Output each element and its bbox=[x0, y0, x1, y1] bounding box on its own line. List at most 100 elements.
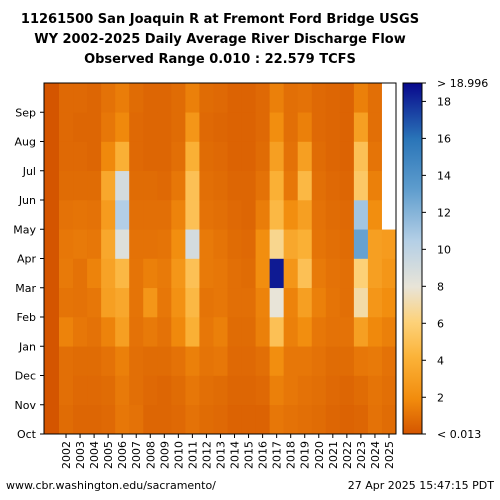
heatmap-cell bbox=[227, 287, 242, 318]
heatmap-cell bbox=[157, 200, 172, 230]
heatmap-cell bbox=[73, 200, 88, 230]
x-tick-label: 2016 bbox=[257, 441, 270, 469]
heatmap-cell bbox=[199, 83, 214, 113]
x-tick-label: 2017 bbox=[271, 441, 284, 469]
heatmap-cell bbox=[115, 141, 130, 172]
heatmap-cell bbox=[87, 404, 102, 435]
heatmap-cell bbox=[73, 317, 88, 347]
heatmap-cell bbox=[129, 375, 144, 406]
heatmap-cell bbox=[129, 287, 144, 318]
heatmap-cell bbox=[269, 229, 284, 259]
heatmap-cell bbox=[129, 83, 144, 113]
heatmap-cell bbox=[87, 375, 102, 406]
heatmap-cell bbox=[339, 258, 355, 289]
heatmap-cell bbox=[129, 170, 144, 201]
heatmap-cell bbox=[339, 200, 355, 230]
y-axis: Oct Nov Dec Jan Feb Mar Apr May Jun Jul Aug Sep bbox=[13, 106, 44, 441]
heatmap-cell bbox=[241, 317, 256, 347]
x-tick-label: 2020 bbox=[313, 441, 326, 469]
heatmap-cell bbox=[73, 112, 88, 142]
heatmap-cell bbox=[353, 346, 369, 376]
colorbar-ticks: 2 4 6 8 10 12 14 16 18 > 18.996 < 0.013 bbox=[422, 77, 488, 441]
heatmap-cell bbox=[171, 229, 186, 259]
heatmap-cell bbox=[381, 83, 397, 113]
heatmap-cell bbox=[157, 258, 172, 289]
heatmap-cell bbox=[325, 404, 341, 435]
heatmap-cell bbox=[353, 317, 369, 347]
heatmap-cell bbox=[185, 317, 200, 347]
heatmap-cell bbox=[157, 346, 172, 376]
heatmap-cell bbox=[339, 317, 355, 347]
heatmap-cell bbox=[213, 375, 228, 406]
footer-source-url[interactable]: www.cbr.washington.edu/sacramento/ bbox=[6, 479, 216, 492]
heatmap-cell bbox=[381, 258, 397, 289]
heatmap-cell bbox=[297, 258, 313, 289]
heatmap-cell bbox=[171, 83, 186, 113]
heatmap-cell bbox=[143, 375, 158, 406]
chart-title-line-2: WY 2002-2025 Daily Average River Dischar… bbox=[34, 32, 406, 47]
heatmap-cell bbox=[129, 317, 144, 347]
x-tick-label: 2002 bbox=[60, 441, 73, 469]
heatmap-cell bbox=[311, 229, 327, 259]
heatmap-cell bbox=[241, 375, 256, 406]
heatmap-cell bbox=[157, 170, 172, 201]
heatmap-cell bbox=[87, 346, 102, 376]
heatmap-cell bbox=[185, 258, 200, 289]
heatmap-cell bbox=[283, 317, 299, 347]
heatmap-cell bbox=[241, 200, 256, 230]
heatmap-cell bbox=[311, 404, 327, 435]
heatmap-cell bbox=[353, 141, 369, 172]
y-tick-label: Aug bbox=[15, 136, 36, 149]
heatmap-cell bbox=[381, 229, 397, 259]
heatmap-cell bbox=[87, 317, 102, 347]
heatmap-cell bbox=[101, 229, 116, 259]
x-tick-label: 2013 bbox=[214, 441, 227, 469]
x-tick-label: 2018 bbox=[285, 441, 298, 469]
y-tick-label: Jun bbox=[18, 194, 36, 207]
heatmap-cell bbox=[297, 200, 313, 230]
y-tick-label: Apr bbox=[17, 253, 37, 266]
heatmap-cell bbox=[227, 317, 242, 347]
heatmap-cell bbox=[241, 170, 256, 201]
heatmap-cell bbox=[311, 317, 327, 347]
x-tick-label: 2021 bbox=[327, 441, 340, 469]
heatmap-cell bbox=[283, 346, 299, 376]
heatmap-cell bbox=[199, 229, 214, 259]
heatmap-cell bbox=[283, 141, 299, 172]
heatmap-cell bbox=[129, 346, 144, 376]
heatmap-cell bbox=[269, 141, 284, 172]
heatmap-cell bbox=[73, 287, 88, 318]
heatmap-cell bbox=[241, 83, 256, 113]
heatmap-cell bbox=[171, 200, 186, 230]
heatmap-cell bbox=[325, 200, 341, 230]
heatmap-cell bbox=[115, 317, 130, 347]
heatmap-cell bbox=[269, 83, 284, 113]
heatmap-cell bbox=[227, 112, 242, 142]
heatmap-cell bbox=[227, 83, 242, 113]
heatmap-cell bbox=[59, 200, 74, 230]
heatmap-cell bbox=[241, 258, 256, 289]
heatmap-cell bbox=[87, 141, 102, 172]
heatmap-cell bbox=[185, 375, 200, 406]
heatmap-cell bbox=[283, 229, 299, 259]
heatmap-cell bbox=[143, 287, 158, 318]
heatmap-cell bbox=[171, 287, 186, 318]
heatmap-cell bbox=[269, 200, 284, 230]
heatmap-cell bbox=[143, 200, 158, 230]
heatmap-cell bbox=[73, 229, 88, 259]
heatmap-cell bbox=[311, 258, 327, 289]
heatmap-cell bbox=[367, 404, 383, 435]
heatmap-cell bbox=[59, 112, 74, 142]
x-tick-label: 2019 bbox=[299, 441, 312, 469]
heatmap-cell bbox=[185, 200, 200, 230]
heatmap-cell bbox=[227, 346, 242, 376]
heatmap-cell bbox=[101, 375, 116, 406]
heatmap-cell bbox=[367, 258, 383, 289]
heatmap-cell bbox=[101, 287, 116, 318]
heatmap-cell bbox=[241, 229, 256, 259]
heatmap-cell bbox=[87, 229, 102, 259]
x-tick-label: 2010 bbox=[172, 441, 185, 469]
heatmap-cell bbox=[255, 404, 270, 435]
heatmap-cell bbox=[325, 258, 341, 289]
heatmap-cell bbox=[297, 287, 313, 318]
